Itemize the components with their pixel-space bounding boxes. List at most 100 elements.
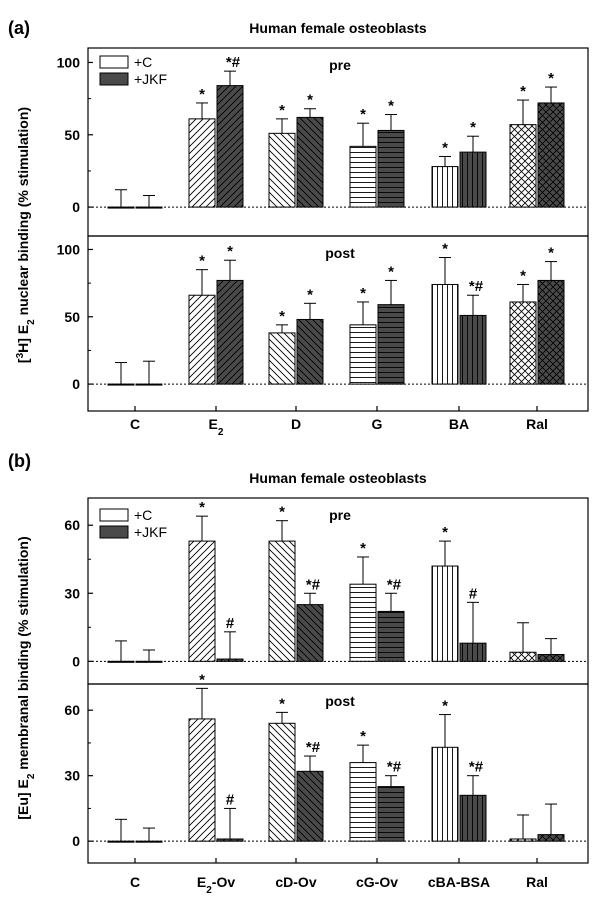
significance-mark: # (226, 791, 235, 808)
bar-jkf-hatch (297, 771, 323, 842)
bar-c-ral (509, 651, 537, 662)
y-axis-label-part: nuclear binding (% stimulation) (15, 107, 31, 319)
bar-c-cd-ov (268, 540, 296, 662)
bar-jkf-hatch (460, 152, 486, 208)
bar-jkf-hatch (297, 117, 323, 208)
bar-c-c (107, 840, 135, 843)
significance-mark: * (388, 98, 394, 115)
significance-mark: *# (469, 759, 484, 776)
bar-jkf-hatch (538, 654, 564, 662)
significance-mark: * (227, 243, 233, 260)
bar-jkf-hatch (538, 834, 564, 842)
bar-c-e2-ov (188, 540, 216, 662)
chart-panel-b: (b) Human female osteoblasts [Eu] E2 membr… (8, 451, 589, 896)
significance-mark: * (199, 253, 205, 270)
legend-label: +JKF (134, 524, 167, 540)
bar-jkf-hatch (217, 280, 243, 385)
bar-c-cba-bsa (431, 565, 459, 662)
category-label-sub: 2 (206, 885, 212, 896)
category-label: Ral (526, 874, 548, 890)
y-axis-label-part: 3 (15, 352, 26, 358)
significance-mark: * (360, 540, 366, 557)
category-label-base: C (130, 416, 140, 432)
significance-mark: # (226, 615, 235, 632)
category-label-base: cD-Ov (275, 874, 316, 890)
significance-mark: * (388, 263, 394, 280)
chart-title: Human female osteoblasts (249, 470, 427, 486)
subpanel-label: pre (329, 507, 351, 523)
category-label-sub: 2 (218, 427, 224, 438)
significance-mark: * (279, 695, 285, 712)
bar-c-ba (431, 283, 459, 385)
bar-c-e2-ov (188, 718, 216, 842)
y-tick-label: 100 (57, 54, 81, 70)
y-tick-label: 0 (72, 376, 80, 392)
category-label: cD-Ov (275, 874, 316, 890)
category-label: C (130, 874, 140, 890)
y-tick-label: 0 (72, 833, 80, 849)
significance-mark: * (520, 83, 526, 100)
category-label-base: cBA-BSA (428, 874, 490, 890)
bar-c-cg-ov (349, 583, 377, 662)
y-axis-label-part: H] E (15, 325, 31, 353)
category-label: G (372, 416, 383, 432)
subpanel-post: 0 50 100 post * * * * * * * * *# * (57, 235, 589, 412)
bar-c-e2 (188, 118, 216, 208)
y-tick-label: 0 (72, 653, 80, 669)
bar-c-c (107, 660, 135, 663)
category-label-base: E (209, 416, 218, 432)
significance-mark: * (307, 286, 313, 303)
bar-jkf-hatch (378, 786, 404, 842)
y-tick-label: 30 (64, 585, 80, 601)
significance-mark: # (469, 585, 478, 602)
bar-jkf-hatch (378, 304, 404, 385)
y-tick-label: 50 (64, 309, 80, 325)
bar-c-d (268, 332, 296, 385)
bar-c-ral (509, 301, 537, 385)
panel-label: (b) (8, 451, 31, 471)
y-tick-label: 30 (64, 768, 80, 784)
bar-jkf-hatch (538, 102, 564, 208)
significance-mark: * (470, 119, 476, 136)
bar-jkf-hatch (378, 611, 404, 662)
y-tick-label: 0 (72, 199, 80, 215)
significance-mark: * (360, 285, 366, 302)
category-label: E2-Ov (197, 874, 235, 896)
y-axis-label: [Eu] E2 membranal binding (% stimulation… (15, 536, 37, 819)
y-tick-label: 100 (57, 241, 81, 257)
chart-panel-a: (a) Human female osteoblasts[3H] E2 nucle… (8, 18, 589, 438)
significance-mark: *# (387, 576, 402, 593)
subpanel-label: post (325, 245, 355, 261)
significance-mark: * (520, 267, 526, 284)
bar-c-d (268, 132, 296, 208)
bar-jkf-hatch (378, 130, 404, 208)
category-label: E2 (209, 416, 224, 438)
significance-mark: * (548, 245, 554, 262)
category-label-base: cG-Ov (356, 874, 398, 890)
category-label: D (291, 416, 301, 432)
category-label-base: Ral (526, 874, 548, 890)
significance-mark: * (199, 499, 205, 516)
bar-jkf-hatch (217, 85, 243, 208)
y-axis-label-part: membranal binding (% stimulation) (15, 536, 31, 773)
significance-mark: *# (387, 759, 402, 776)
significance-mark: * (548, 70, 554, 87)
legend-swatch-c (99, 55, 129, 69)
y-axis-label-part: [ (15, 358, 31, 363)
significance-mark: * (442, 698, 448, 715)
bar-jkf-hatch (460, 643, 486, 662)
bar-jkf-c (135, 660, 163, 663)
significance-mark: * (279, 102, 285, 119)
legend-label: +C (134, 507, 152, 523)
y-tick-label: 50 (64, 127, 80, 143)
bar-c-cd-ov (268, 722, 296, 842)
significance-mark: * (199, 86, 205, 103)
bar-c-e2 (188, 294, 216, 385)
y-axis-label-part: 2 (26, 319, 37, 325)
category-label: Ral (526, 416, 548, 432)
bar-jkf-hatch (217, 659, 243, 662)
legend: +C+JKF (99, 507, 167, 540)
bar-jkf-hatch (217, 838, 243, 842)
